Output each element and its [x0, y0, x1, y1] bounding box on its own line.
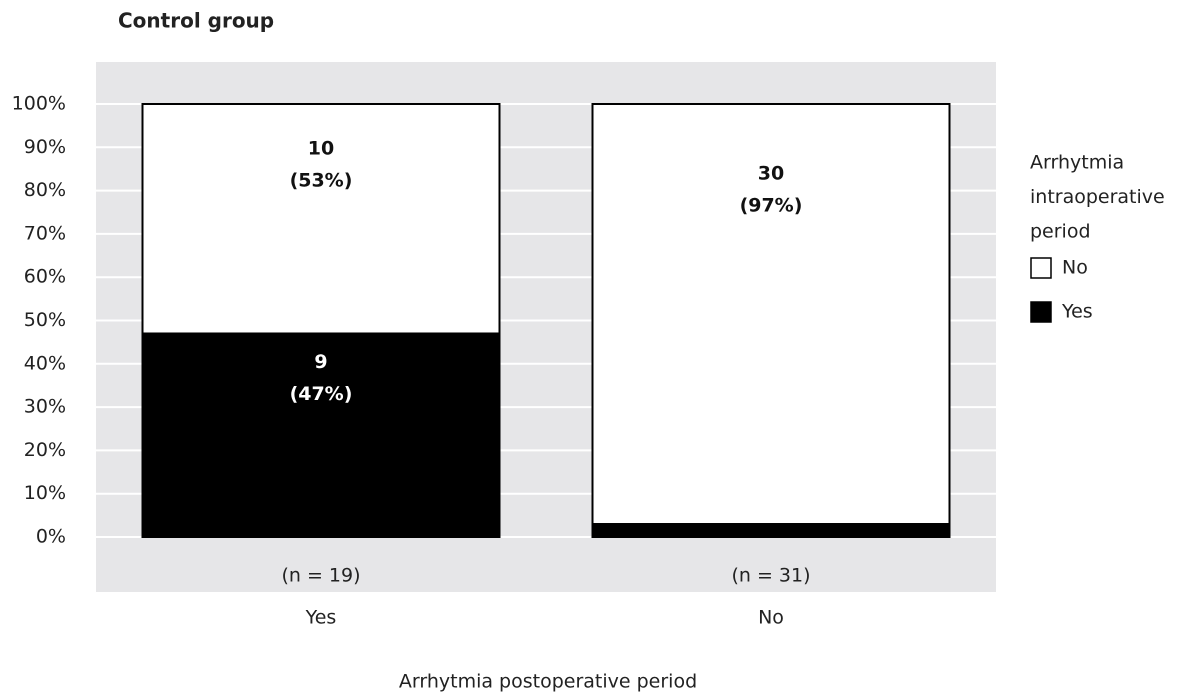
- y-tick-label: 10%: [24, 482, 66, 504]
- y-tick-label: 40%: [24, 352, 66, 374]
- legend-swatch: [1030, 257, 1052, 279]
- y-tick-label: 20%: [24, 439, 66, 461]
- y-tick-label: 60%: [24, 266, 66, 288]
- legend-label: No: [1062, 257, 1088, 279]
- y-tick-label: 30%: [24, 396, 66, 418]
- chart-title: Control group: [118, 9, 274, 33]
- x-axis-title: Arrhytmia postoperative period: [399, 671, 697, 693]
- value-label: (53%): [290, 170, 353, 192]
- bar-segment: [141, 103, 501, 335]
- value-count: 9: [314, 351, 327, 373]
- x-tick-label: No: [758, 607, 784, 629]
- category-note: (n = 31): [731, 565, 810, 587]
- y-tick-label: 70%: [24, 222, 66, 244]
- legend-title: intraoperative: [1030, 186, 1165, 208]
- legend-title: period: [1030, 221, 1091, 243]
- y-tick-label: 100%: [12, 93, 66, 115]
- bar-segment: [591, 523, 951, 539]
- legend-label: Yes: [1061, 301, 1093, 323]
- bar-segment: [141, 332, 501, 538]
- value-label: (97%): [740, 195, 803, 217]
- value-label: (47%): [290, 383, 353, 405]
- x-tick-label: Yes: [305, 607, 337, 629]
- category-note: (n = 19): [281, 565, 360, 587]
- y-tick-label: 90%: [24, 136, 66, 158]
- legend-title: Arrhytmia: [1030, 152, 1124, 174]
- y-tick-label: 80%: [24, 179, 66, 201]
- y-tick-label: 50%: [24, 309, 66, 331]
- value-count: 10: [308, 138, 334, 160]
- value-count: 30: [758, 163, 784, 185]
- bar-segment: [591, 103, 951, 526]
- legend-swatch: [1030, 301, 1052, 323]
- y-tick-label: 0%: [36, 526, 66, 548]
